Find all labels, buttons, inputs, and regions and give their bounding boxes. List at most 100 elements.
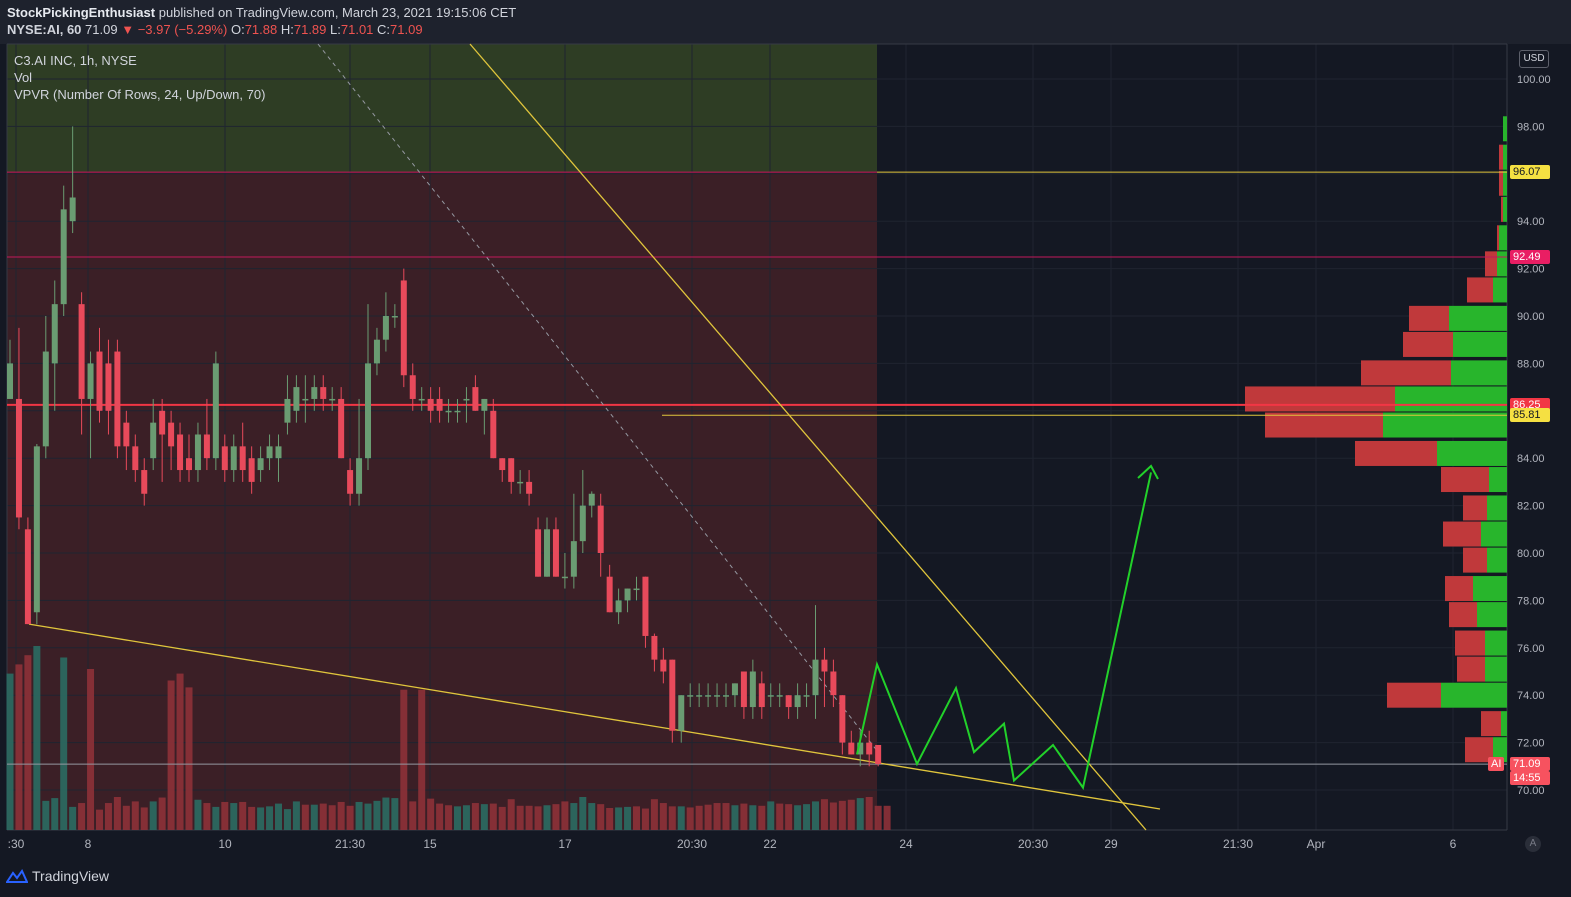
publisher-name[interactable]: StockPickingEnthusiast: [7, 5, 156, 20]
x-tick-label: 8: [85, 837, 92, 851]
vpvr-row: [1449, 602, 1507, 628]
volume-bar: [78, 803, 86, 830]
legend-title[interactable]: C3.AI INC, 1h, NYSE: [14, 53, 137, 68]
vpvr-down-bar: [1441, 467, 1489, 493]
volume-bar: [454, 806, 461, 830]
volume-bar: [847, 799, 855, 830]
candle-body: [311, 387, 318, 399]
tradingview-brand: TradingView: [32, 868, 110, 884]
volume-bar: [301, 804, 309, 830]
candle-body: [615, 600, 622, 613]
volume-bar: [60, 657, 68, 830]
volume-bar: [874, 805, 882, 830]
candle-body: [159, 410, 166, 435]
candle-body: [400, 280, 407, 376]
vpvr-up-bar: [1449, 305, 1507, 331]
volume-bar: [829, 802, 837, 830]
candle-body: [266, 446, 273, 459]
candle-body: [705, 695, 712, 697]
price-badge-countdown: 14:55: [1510, 771, 1550, 786]
candle-body: [526, 481, 533, 494]
candle-body: [839, 695, 846, 743]
candle-body: [382, 316, 389, 340]
volume-bar: [650, 799, 658, 830]
candle-body: [275, 446, 282, 459]
volume-bar: [633, 806, 640, 830]
volume-bar: [158, 797, 166, 830]
auto-scale-button[interactable]: A: [1525, 836, 1541, 852]
volume-bar: [803, 804, 811, 830]
volume-bar: [856, 798, 864, 830]
volume-bar: [212, 806, 220, 830]
volume-bar: [248, 806, 256, 830]
volume-bar: [785, 804, 793, 830]
vpvr-down-bar: [1443, 521, 1481, 547]
vpvr-down-bar: [1245, 386, 1395, 412]
candle-body: [33, 446, 40, 613]
candle-body: [508, 458, 515, 482]
candle-body: [7, 363, 13, 399]
candle-body: [221, 446, 228, 471]
vpvr-up-bar: [1493, 737, 1507, 763]
volume-bar: [838, 800, 846, 830]
volume-bar: [15, 664, 23, 830]
candle-body: [168, 422, 175, 447]
currency-button[interactable]: USD: [1519, 50, 1549, 68]
vpvr-row: [1361, 360, 1507, 386]
volume-bar: [641, 808, 649, 830]
volume-bar: [624, 806, 632, 830]
volume-bar: [534, 806, 542, 830]
price-badge-last: 71.09: [1510, 757, 1550, 772]
y-tick-label: 84.00: [1517, 453, 1545, 465]
symbol-label[interactable]: NYSE:AI, 60: [7, 22, 82, 37]
candle-body: [284, 398, 291, 423]
volume-bar: [865, 797, 873, 830]
candle-body: [606, 576, 613, 613]
candle-body: [687, 695, 694, 697]
low-value: 71.01: [340, 22, 374, 37]
candle-body: [803, 695, 810, 697]
vpvr-down-bar: [1403, 331, 1453, 357]
vpvr-up-bar: [1477, 602, 1507, 628]
volume-bar: [704, 804, 712, 830]
candle-body: [203, 434, 210, 459]
volume-bar: [606, 808, 614, 830]
y-tick-label: 74.00: [1517, 690, 1545, 702]
volume-bar: [391, 798, 399, 830]
wedge-lower-line: [28, 623, 1161, 810]
candle-body: [624, 588, 631, 601]
volume-bar: [319, 803, 327, 830]
vpvr-up-bar: [1503, 170, 1507, 196]
vpvr-down-bar: [1463, 495, 1487, 521]
legend-volume[interactable]: Vol: [14, 70, 33, 85]
candle-body: [669, 659, 676, 731]
volume-bar: [471, 803, 479, 830]
vpvr-down-bar: [1355, 440, 1437, 466]
candle-body: [579, 505, 586, 542]
price-change: ▼ −3.97 (−5.29%): [121, 22, 228, 37]
close-label: C:: [377, 22, 391, 37]
volume-bar: [194, 799, 202, 830]
candle-body: [857, 742, 864, 755]
published-text: published on TradingView.com, March 23, …: [158, 5, 517, 20]
volume-bar: [131, 801, 139, 830]
legend-vpvr[interactable]: VPVR (Number Of Rows, 24, Up/Down, 70): [14, 87, 266, 102]
vpvr-up-bar: [1489, 467, 1507, 493]
volume-bar: [275, 803, 282, 830]
vpvr-down-bar: [1467, 277, 1493, 303]
tradingview-logo[interactable]: TradingView: [5, 868, 110, 886]
candle-body: [821, 659, 828, 672]
volume-bars: [6, 646, 891, 830]
vpvr-up-bar: [1481, 521, 1507, 547]
x-tick-label: 21:30: [335, 837, 365, 851]
volume-bar: [677, 806, 685, 830]
vpvr-up-bar: [1437, 440, 1507, 466]
vpvr-up-bar: [1487, 495, 1507, 521]
vpvr-row: [1497, 225, 1507, 251]
volume-bar: [668, 806, 676, 830]
volume-bar: [588, 803, 596, 830]
candle-body: [517, 481, 524, 484]
volume-bar: [346, 805, 354, 830]
candle-body: [660, 659, 667, 672]
